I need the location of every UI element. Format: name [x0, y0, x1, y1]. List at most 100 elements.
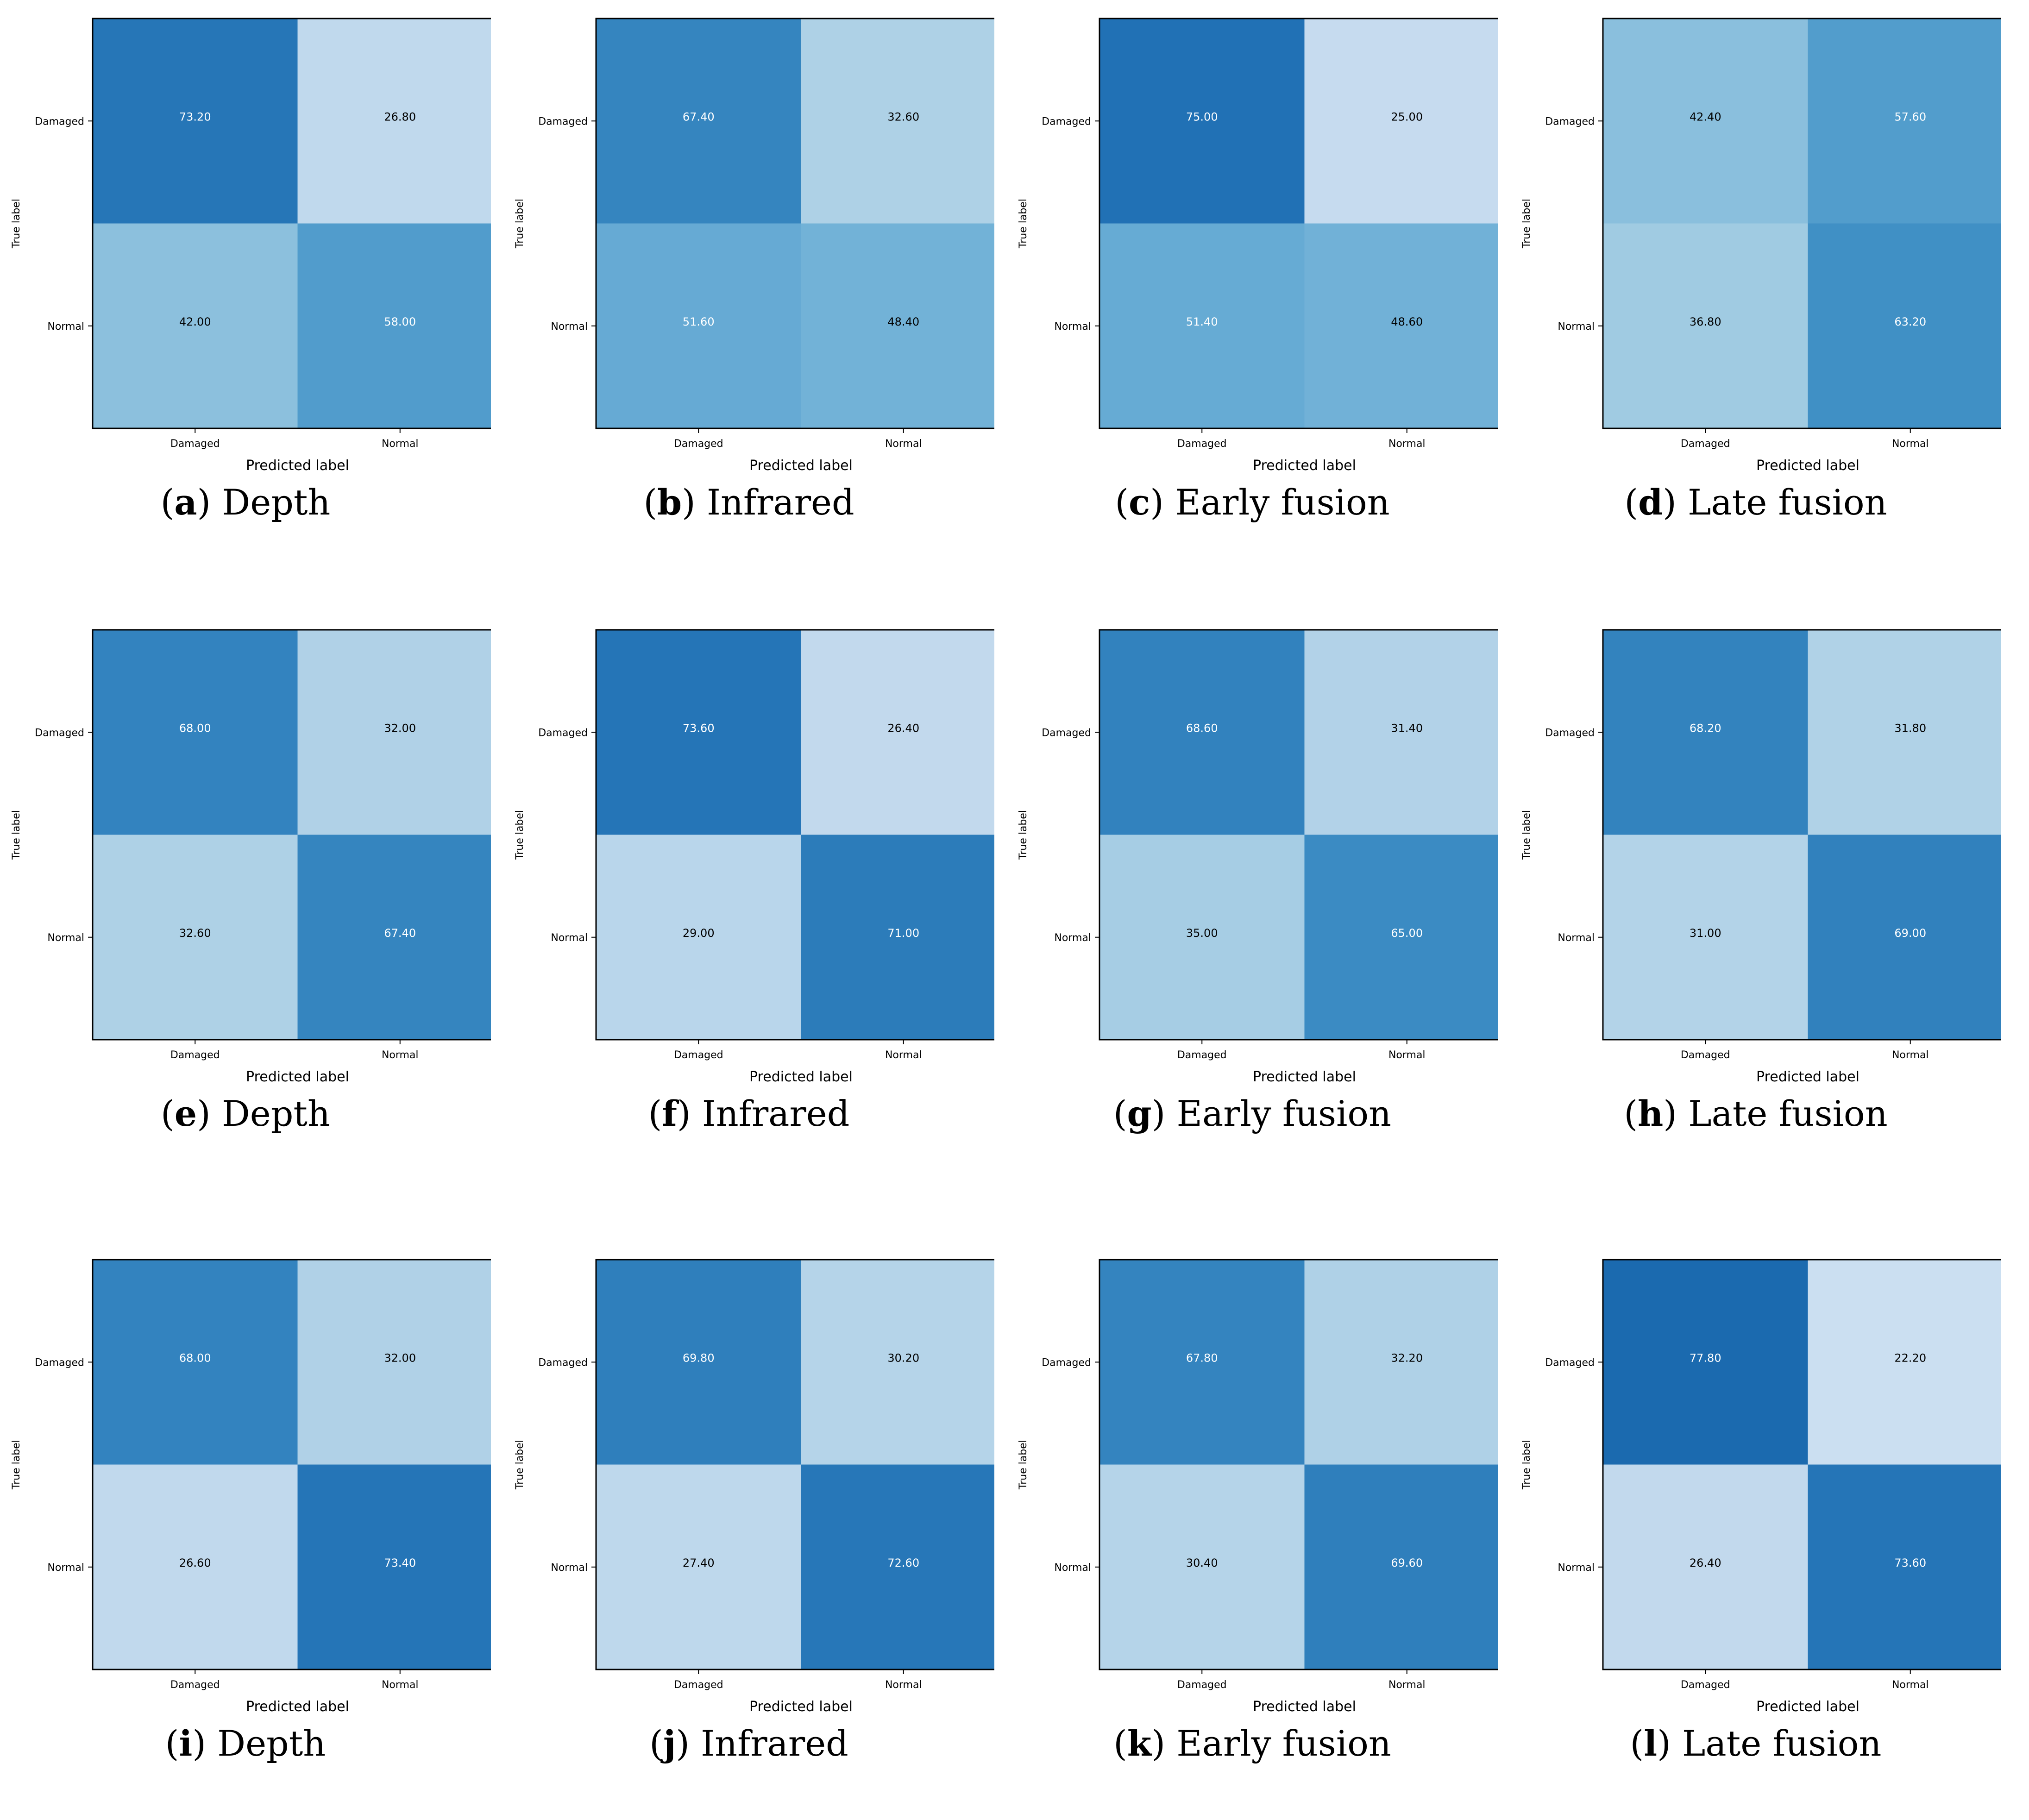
- cell-value-label: 32.00: [384, 1351, 416, 1364]
- subfigure-caption: (k) Early fusion: [1113, 1723, 1391, 1764]
- cell-damaged-normal: [1808, 1260, 2001, 1465]
- cell-damaged-damaged: [93, 19, 298, 224]
- cell-damaged-normal: [1304, 19, 1498, 224]
- x-tick-label: Damaged: [1681, 1049, 1730, 1061]
- cell-damaged-damaged: [93, 630, 298, 835]
- subfigure-letter: g: [1127, 1093, 1152, 1134]
- cell-value-label: 31.40: [1391, 722, 1423, 734]
- cell-damaged-normal: [1304, 630, 1498, 835]
- cell-damaged-damaged: [1099, 19, 1305, 224]
- confusion-matrix-panel-g: 68.60 31.40 35.00 65.00 Damaged Normal Damaged…: [1007, 611, 1498, 1190]
- subfigure-letter: e: [174, 1093, 197, 1134]
- cell-value-label: 67.40: [683, 110, 715, 123]
- cell-value-label: 42.00: [179, 315, 211, 328]
- cell-value-label: 58.00: [384, 315, 416, 328]
- cell-normal-damaged: [93, 1464, 298, 1670]
- x-tick-label: Damaged: [170, 438, 220, 450]
- subfigure-caption: (l) Late fusion: [1630, 1723, 1882, 1764]
- plot-frame: [1099, 1259, 1498, 1670]
- cell-value-label: 69.80: [683, 1351, 715, 1364]
- subfigure-letter: c: [1128, 482, 1150, 523]
- y-tick-label: Damaged: [1545, 1357, 1595, 1368]
- cell-damaged-damaged: [596, 1260, 801, 1465]
- cell-value-label: 48.40: [887, 315, 919, 328]
- subfigure-letter: j: [663, 1723, 676, 1764]
- plot-frame: [1099, 629, 1498, 1041]
- subfigure-title: Early fusion: [1175, 482, 1390, 523]
- cell-normal-damaged: [1099, 223, 1305, 429]
- x-axis-label: Predicted label: [749, 1069, 853, 1085]
- cell-damaged-damaged: [93, 1260, 298, 1465]
- confusion-matrix-panel-j: 69.80 30.20 27.40 72.60 Damaged Normal Damaged…: [503, 1241, 994, 1820]
- x-axis-label: Predicted label: [246, 1069, 349, 1085]
- cell-value-label: 32.60: [179, 927, 211, 940]
- y-tick-label: Normal: [1054, 932, 1091, 944]
- x-tick-label: Damaged: [1177, 438, 1227, 450]
- cell-value-label: 63.20: [1894, 315, 1926, 328]
- x-tick-label: Normal: [382, 1679, 419, 1691]
- plot-frame: [1602, 629, 2001, 1041]
- cell-value-label: 73.60: [683, 722, 715, 734]
- plot-frame: [595, 18, 994, 429]
- confusion-matrix-h: 68.20 31.80 31.00 69.00 Damaged Normal Damaged…: [1521, 629, 2001, 1085]
- cell-normal-damaged: [1099, 1464, 1305, 1670]
- cell-value-label: 32.60: [887, 110, 919, 123]
- subfigure-caption: (d) Late fusion: [1624, 482, 1887, 523]
- cell-value-label: 32.00: [384, 722, 416, 734]
- x-tick-label: Normal: [885, 438, 922, 450]
- cell-value-label: 48.60: [1391, 315, 1423, 328]
- confusion-matrix-f: 73.60 26.40 29.00 71.00 Damaged Normal Damaged…: [514, 629, 994, 1085]
- cell-value-label: 77.80: [1690, 1351, 1721, 1364]
- cell-value-label: 30.40: [1186, 1556, 1218, 1569]
- subfigure-caption: (f) Infrared: [648, 1093, 850, 1134]
- cell-damaged-damaged: [1603, 1260, 1808, 1465]
- subfigure-letter: i: [179, 1723, 193, 1764]
- plot-frame: [92, 18, 491, 429]
- subfigure-letter: d: [1638, 482, 1663, 523]
- cell-damaged-normal: [297, 19, 491, 224]
- cell-value-label: 31.80: [1894, 722, 1926, 734]
- y-tick-label: Damaged: [538, 116, 588, 127]
- confusion-matrix-j: 69.80 30.20 27.40 72.60 Damaged Normal Damaged…: [514, 1259, 994, 1715]
- cell-value-label: 35.00: [1186, 927, 1218, 940]
- y-tick-label: Normal: [1054, 1562, 1091, 1574]
- subfigure-title: Late fusion: [1682, 1723, 1882, 1764]
- y-tick-label: Normal: [1054, 321, 1091, 333]
- y-tick-label: Normal: [551, 1562, 588, 1574]
- cell-normal-normal: [297, 835, 491, 1040]
- cell-damaged-normal: [1808, 630, 2001, 835]
- confusion-matrix-panel-d: 42.40 57.60 36.80 63.20 Damaged Normal Damaged…: [1510, 0, 2001, 579]
- cell-value-label: 68.00: [179, 1351, 211, 1364]
- cell-value-label: 29.00: [683, 927, 715, 940]
- cell-normal-normal: [1304, 1464, 1498, 1670]
- cell-damaged-normal: [801, 19, 994, 224]
- cell-value-label: 22.20: [1894, 1351, 1926, 1364]
- confusion-matrix-e: 68.00 32.00 32.60 67.40 Damaged Normal Damaged…: [11, 629, 491, 1085]
- cell-value-label: 42.40: [1690, 110, 1721, 123]
- y-tick-label: Normal: [47, 1562, 84, 1574]
- confusion-matrix-k: 67.80 32.20 30.40 69.60 Damaged Normal Damaged…: [1018, 1259, 1498, 1715]
- cell-value-label: 68.20: [1690, 722, 1721, 734]
- y-axis-label: True label: [11, 199, 22, 249]
- x-tick-label: Damaged: [1681, 1679, 1730, 1691]
- cell-value-label: 73.20: [179, 110, 211, 123]
- cell-damaged-damaged: [596, 19, 801, 224]
- x-axis-label: Predicted label: [749, 1699, 853, 1715]
- cell-damaged-normal: [297, 1260, 491, 1465]
- cell-normal-normal: [801, 223, 994, 429]
- cell-normal-damaged: [93, 835, 298, 1040]
- cell-value-label: 67.40: [384, 927, 416, 940]
- cell-normal-damaged: [596, 835, 801, 1040]
- cell-normal-normal: [1808, 835, 2001, 1040]
- cell-damaged-damaged: [1603, 630, 1808, 835]
- subfigure-caption: (g) Early fusion: [1113, 1093, 1392, 1134]
- cell-value-label: 32.20: [1391, 1351, 1423, 1364]
- cell-normal-normal: [801, 835, 994, 1040]
- x-tick-label: Normal: [885, 1049, 922, 1061]
- confusion-matrix-b: 67.40 32.60 51.60 48.40 Damaged Normal Damaged…: [514, 18, 994, 474]
- cell-value-label: 68.60: [1186, 722, 1218, 734]
- confusion-matrix-panel-k: 67.80 32.20 30.40 69.60 Damaged Normal Damaged…: [1007, 1241, 1498, 1820]
- x-tick-label: Damaged: [170, 1049, 220, 1061]
- x-tick-label: Damaged: [674, 438, 723, 450]
- x-tick-label: Normal: [1892, 1679, 1929, 1691]
